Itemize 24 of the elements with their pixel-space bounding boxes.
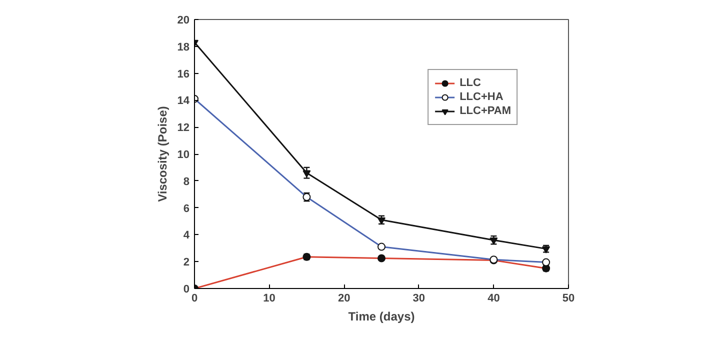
point [302,170,311,178]
y-tick-label: 0 [183,284,190,296]
x-tick-label: 10 [263,292,276,304]
y-tick-label: 8 [183,176,190,188]
y-axis-title: Viscosity (Poise) [155,106,170,202]
y-tick-label: 6 [183,202,190,215]
x-axis-title: Time (days) [348,310,415,324]
y-tick-label: 20 [177,14,190,26]
x-tick-label: 0 [191,292,198,304]
x-tick-label: 50 [562,292,575,304]
x-tick-label: 40 [488,292,500,304]
legend-label: LLC+HA [460,90,504,104]
y-tick-label: 18 [177,41,190,54]
x-tick-label: 30 [412,292,426,304]
y-tick-label: 4 [183,230,190,242]
y-tick-label: 10 [177,149,190,161]
legend-label: LLC [460,76,481,90]
legend-label: LLC+PAM [460,104,511,118]
x-tick-label: 20 [338,292,350,304]
y-tick-label: 14 [177,95,190,108]
point [378,217,386,224]
y-tick-label: 2 [183,256,190,269]
y-tick-label: 12 [177,122,190,134]
y-tick-label: 16 [177,68,190,80]
